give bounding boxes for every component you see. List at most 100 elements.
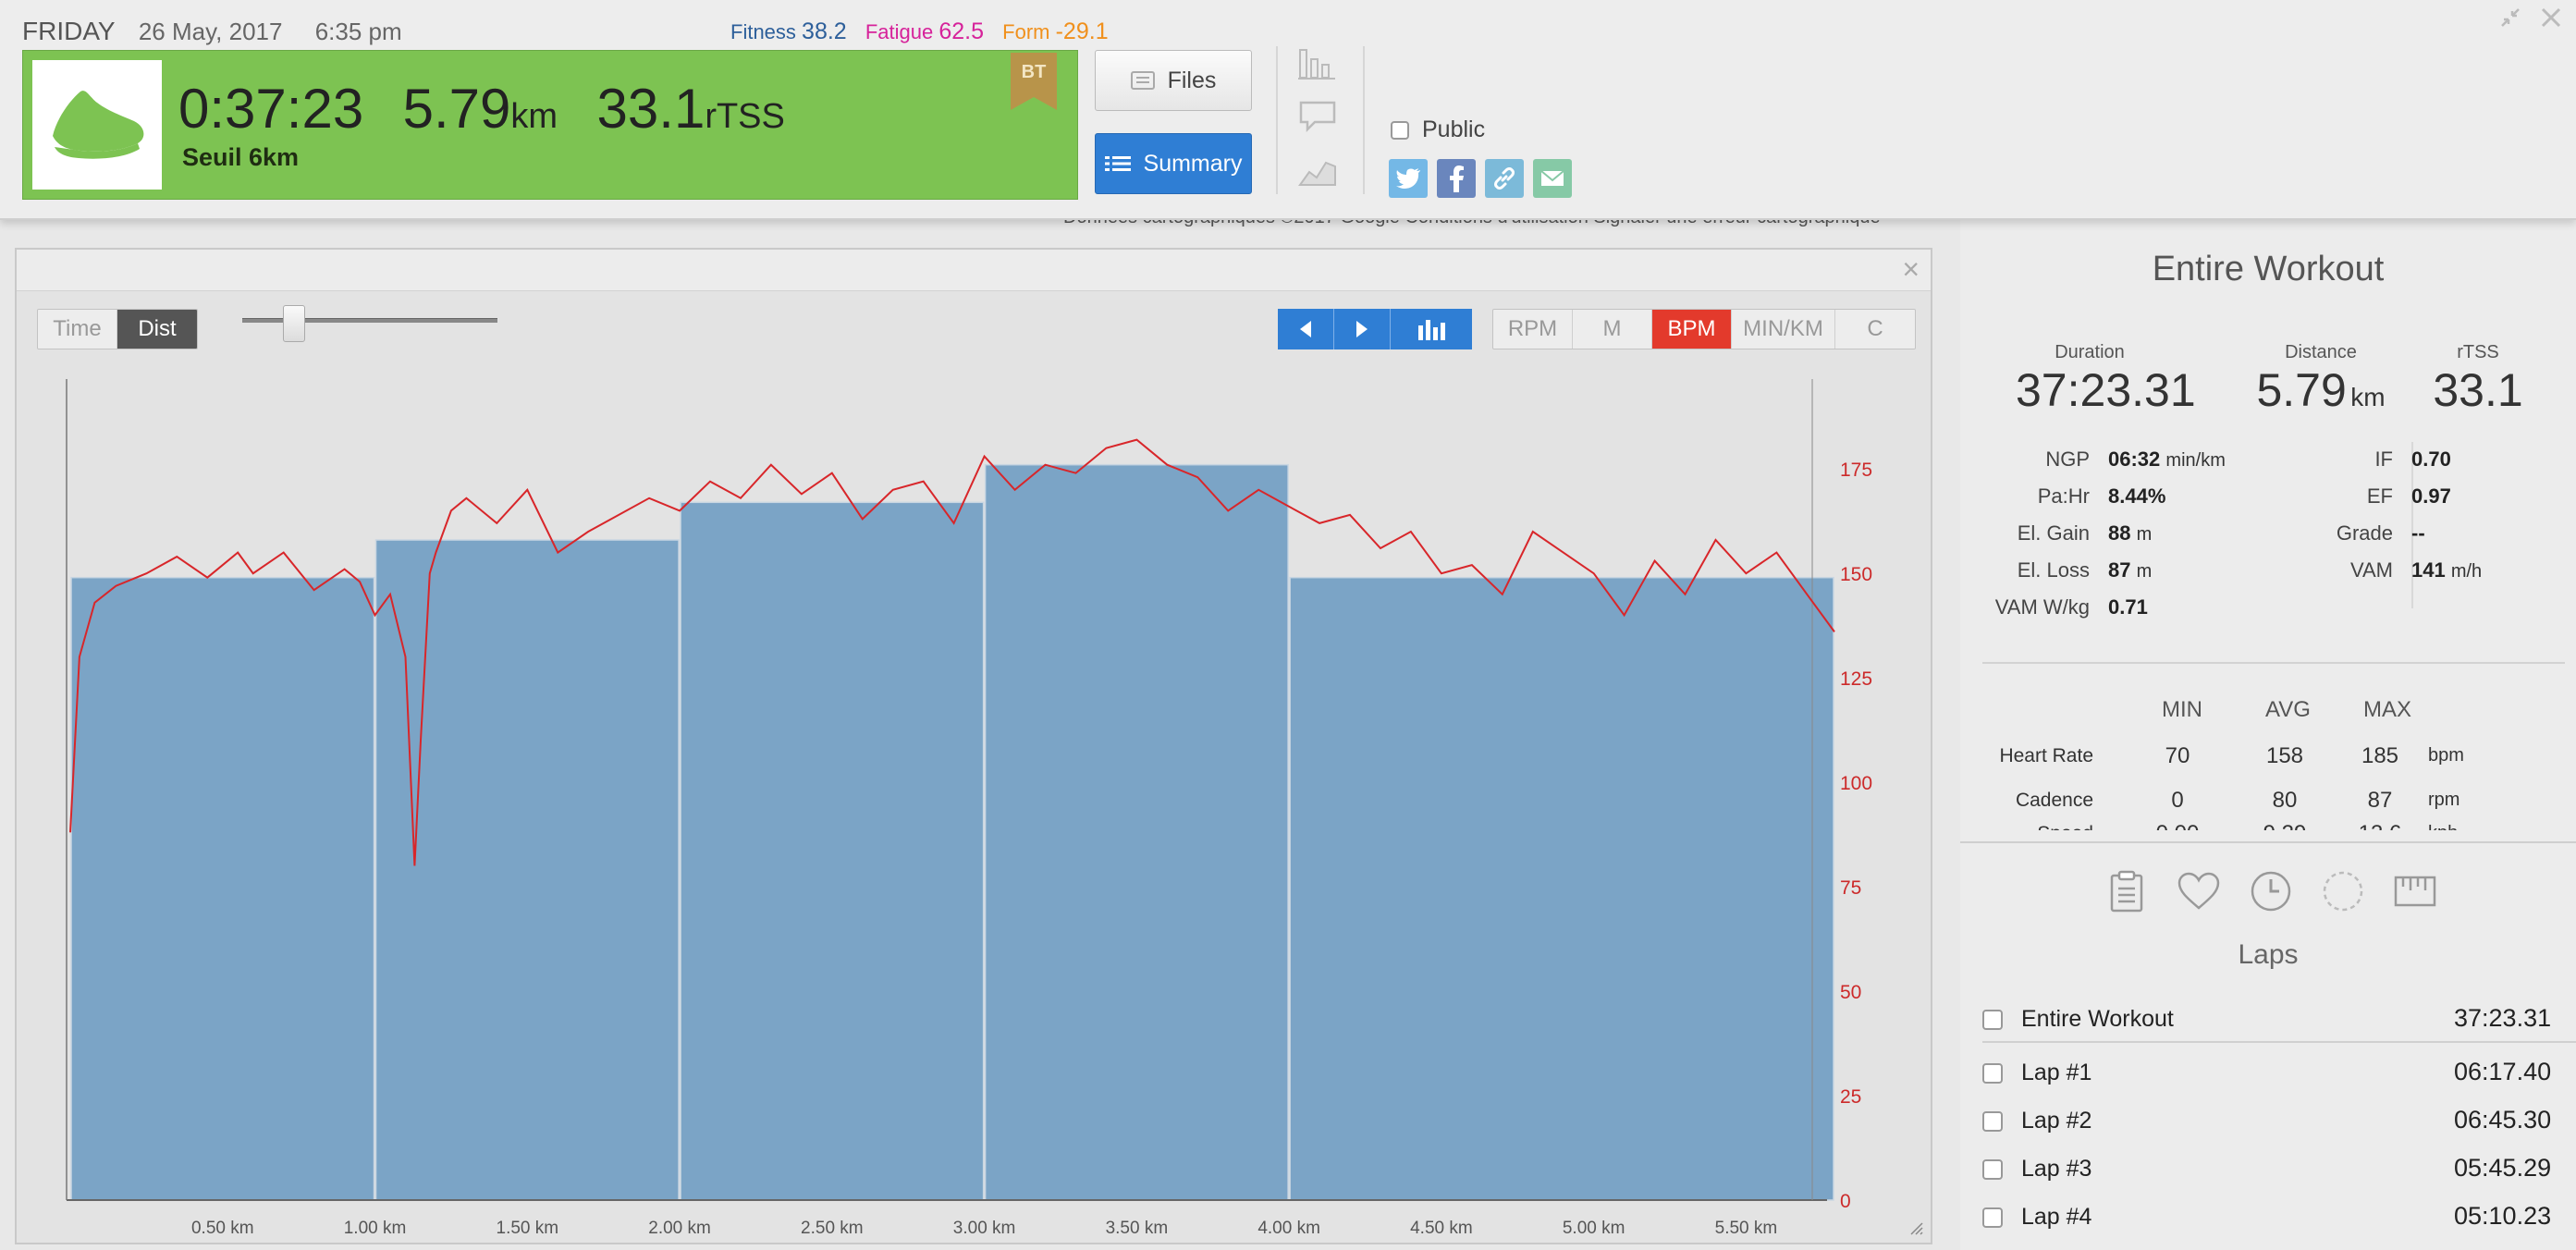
email-icon[interactable] <box>1533 159 1572 198</box>
unit-bpm-button[interactable]: BPM <box>1652 310 1732 349</box>
chart-close-icon[interactable]: × <box>1902 252 1920 286</box>
lap-name: Lap #3 <box>2021 1156 2092 1182</box>
heart-icon[interactable] <box>2177 869 2221 913</box>
twitter-icon[interactable] <box>1389 159 1428 198</box>
heart-rate-chart[interactable]: 175 150 125 100 75 50 25 0 0.50 km 1.00 km 1.50 km… <box>17 351 1931 1244</box>
notes-icon[interactable] <box>2104 869 2149 913</box>
lap-checkbox[interactable] <box>1982 1111 2003 1132</box>
prev-arrow-icon[interactable] <box>1278 309 1334 349</box>
share-buttons <box>1389 159 1572 198</box>
zoom-slider-track[interactable] <box>242 318 497 323</box>
close-icon[interactable] <box>2539 6 2563 30</box>
table-row: Speed 0.00 9.29 13.6 kph <box>1960 821 2576 830</box>
rtss-stat: rTSS 33.1 <box>2423 342 2533 417</box>
facebook-icon[interactable] <box>1437 159 1476 198</box>
unit-c-button[interactable]: C <box>1835 310 1915 349</box>
form-value: -29.1 <box>1055 18 1109 44</box>
distance-value: 5.79 <box>2256 364 2347 416</box>
date-label: 26 May, 2017 <box>138 18 283 45</box>
unit-minkm-button[interactable]: MIN/KM <box>1732 310 1835 349</box>
time-mode-button[interactable]: Time <box>38 310 117 349</box>
fitness-metrics: Fitness 38.2 Fatigue 62.5 Form -29.1 <box>730 18 1122 45</box>
stat-if: IF 0.70 <box>2374 447 2451 471</box>
dist-mode-button[interactable]: Dist <box>117 310 197 349</box>
stat-ef: EF 0.97 <box>2366 484 2451 508</box>
lap-bar[interactable] <box>984 463 1289 1201</box>
bar-view-icon[interactable] <box>1391 309 1472 349</box>
laps-title: Laps <box>2238 939 2299 970</box>
unit-m-button[interactable]: M <box>1573 310 1652 349</box>
public-toggle[interactable]: Public <box>1391 116 1485 143</box>
summary-label: Summary <box>1143 150 1243 177</box>
stat-pahr: Pa:Hr 8.44% <box>2037 484 2166 508</box>
x-tick-label: 1.50 km <box>497 1219 559 1238</box>
unit-rpm-button[interactable]: RPM <box>1493 310 1573 349</box>
fatigue-label: Fatigue <box>865 20 934 43</box>
summary-button[interactable]: Summary <box>1095 133 1252 194</box>
summary-title: Entire Workout <box>2152 250 2385 288</box>
comment-icon[interactable] <box>1298 100 1337 133</box>
lap-bar[interactable] <box>1289 576 1834 1201</box>
x-tick-label: 1.00 km <box>344 1219 407 1238</box>
x-tick-label: 3.50 km <box>1106 1219 1169 1238</box>
lap-checkbox[interactable] <box>1982 1159 2003 1180</box>
zones-icon[interactable] <box>2321 869 2365 913</box>
lap-row-1[interactable]: Lap #1 06:17.40 <box>1982 1050 2565 1097</box>
duration-label: Duration <box>2055 342 2125 362</box>
public-checkbox[interactable] <box>1391 120 1409 140</box>
laps-separator <box>1982 1041 2576 1043</box>
stat-elevation-loss: El. Loss 87 m <box>2017 558 2153 582</box>
lap-bar[interactable] <box>374 539 680 1201</box>
zoom-slider-handle[interactable] <box>283 305 305 342</box>
x-axis-mode-toggle: Time Dist <box>37 309 198 349</box>
x-tick-label: 3.00 km <box>953 1219 1016 1238</box>
banner-rtss: 33.1 <box>596 78 705 140</box>
table-row: Heart Rate 70 158 185 bpm <box>1999 743 2464 768</box>
mma-header-avg: AVG <box>2265 697 2311 722</box>
heart-rate-line <box>69 438 1835 866</box>
unit-selector: RPM M BPM MIN/KM C <box>1492 309 1916 349</box>
files-icon <box>1130 71 1155 90</box>
next-arrow-icon[interactable] <box>1334 309 1391 349</box>
lap-checkbox[interactable] <box>1982 1207 2003 1228</box>
lap-row-4[interactable]: Lap #4 05:10.23 <box>1982 1195 2565 1241</box>
link-icon[interactable] <box>1485 159 1524 198</box>
resize-handle-icon[interactable] <box>1908 1220 1923 1235</box>
bar-chart-icon[interactable] <box>1298 46 1337 80</box>
lap-bar[interactable] <box>680 501 985 1201</box>
y-tick-label: 125 <box>1840 668 1872 690</box>
lap-row-entire[interactable]: Entire Workout 37:23.31 <box>1982 997 2565 1043</box>
y-tick-label: 175 <box>1840 460 1872 481</box>
clock-icon[interactable] <box>2249 869 2293 913</box>
lap-row-2[interactable]: Lap #2 06:45.30 <box>1982 1098 2565 1145</box>
distance-stat: Distance 5.79 km <box>2247 342 2395 417</box>
x-tick-label: 4.50 km <box>1410 1219 1473 1238</box>
y-tick-label: 50 <box>1840 982 1861 1003</box>
date-line: FRIDAY 26 May, 2017 6:35 pm <box>22 17 402 46</box>
ruler-icon[interactable] <box>2393 869 2437 913</box>
lap-bar[interactable] <box>70 576 375 1201</box>
lap-checkbox[interactable] <box>1982 1063 2003 1084</box>
collapse-icon[interactable] <box>2498 6 2522 30</box>
lap-time: 05:10.23 <box>2454 1202 2552 1230</box>
lap-name: Lap #1 <box>2021 1060 2092 1085</box>
workout-banner[interactable]: 0:37:23 5.79km 33.1rTSS Seuil 6km BT <box>22 50 1078 200</box>
distance-unit: km <box>2350 383 2386 411</box>
area-chart-icon[interactable] <box>1298 153 1337 187</box>
x-tick-label: 2.00 km <box>648 1219 711 1238</box>
lap-row-3[interactable]: Lap #3 05:45.29 <box>1982 1146 2565 1193</box>
shoe-icon <box>32 60 162 190</box>
lap-checkbox[interactable] <box>1982 1010 2003 1030</box>
lap-name: Lap #4 <box>2021 1204 2092 1230</box>
mma-header-min: MIN <box>2162 697 2202 722</box>
stat-elevation-gain: El. Gain 88 m <box>2017 521 2153 545</box>
time-label: 6:35 pm <box>314 18 402 45</box>
banner-distance: 5.79 <box>402 78 511 140</box>
workout-header: FRIDAY 26 May, 2017 6:35 pm Fitness 38.2… <box>0 0 2576 220</box>
stat-ngp: NGP 06:32 min/km <box>2045 447 2226 471</box>
stat-vam: VAM 141 m/h <box>2349 558 2483 582</box>
day-label: FRIDAY <box>22 17 116 45</box>
files-button[interactable]: Files <box>1095 50 1252 111</box>
banner-stats: 0:37:23 5.79km 33.1rTSS <box>178 77 785 141</box>
y-tick-label: 100 <box>1840 773 1872 794</box>
